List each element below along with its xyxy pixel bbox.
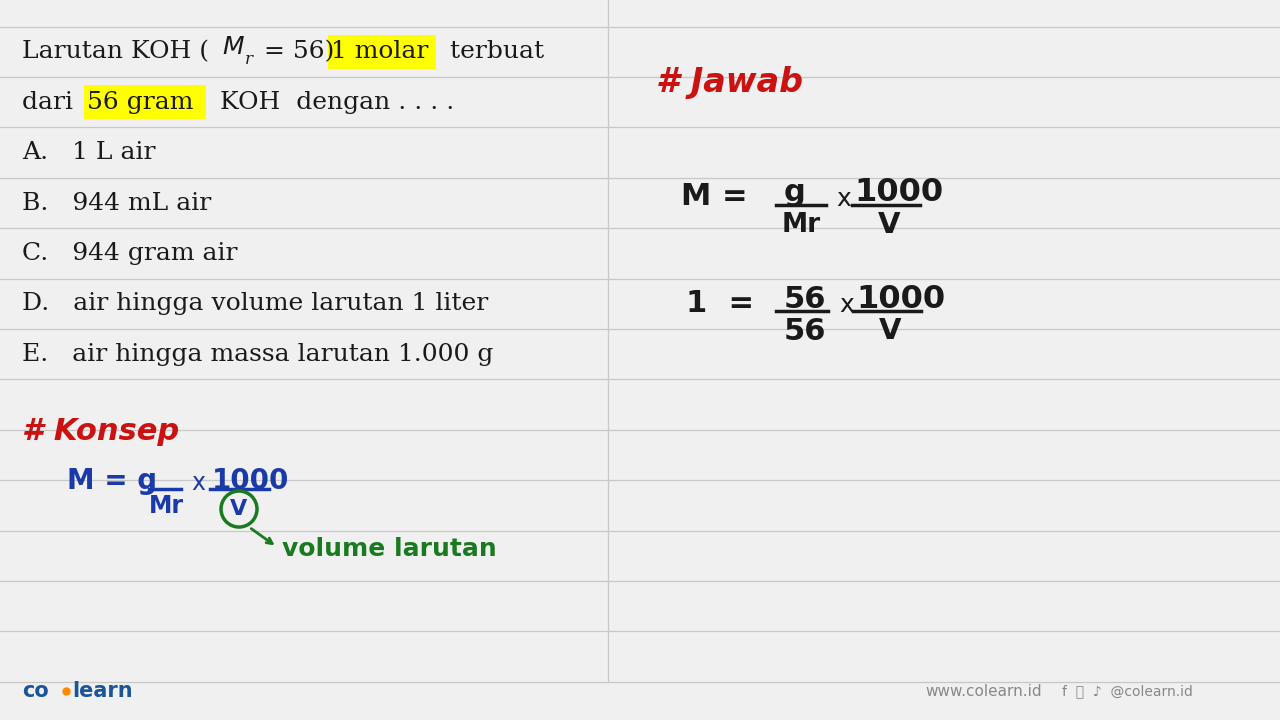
FancyBboxPatch shape (84, 85, 206, 120)
Text: dari: dari (22, 91, 81, 114)
Text: 1  =: 1 = (686, 289, 754, 318)
Text: A.   1 L air: A. 1 L air (22, 141, 155, 164)
Text: 56: 56 (783, 317, 827, 346)
Text: r: r (244, 51, 253, 68)
Text: # Jawab: # Jawab (657, 66, 803, 99)
Text: x: x (836, 186, 851, 211)
Text: KOH  dengan . . . .: KOH dengan . . . . (212, 91, 454, 114)
Text: B.   944 mL air: B. 944 mL air (22, 192, 211, 215)
Text: 1000: 1000 (856, 284, 945, 315)
Text: # Konsep: # Konsep (22, 418, 179, 446)
Text: Mr: Mr (148, 494, 184, 518)
Text: V: V (230, 499, 247, 519)
Text: D.   air hingga volume larutan 1 liter: D. air hingga volume larutan 1 liter (22, 292, 488, 315)
Text: 56 gram: 56 gram (87, 91, 193, 114)
Text: E.   air hingga massa larutan 1.000 g: E. air hingga massa larutan 1.000 g (22, 343, 493, 366)
Text: 1000: 1000 (212, 467, 289, 495)
Text: 1 molar: 1 molar (332, 40, 429, 63)
Text: g: g (783, 179, 805, 207)
Text: V: V (879, 318, 901, 346)
Text: 56: 56 (783, 285, 827, 314)
Text: www.colearn.id: www.colearn.id (925, 684, 1042, 698)
Text: C.   944 gram air: C. 944 gram air (22, 242, 238, 265)
Text: f  ⓞ  ♪  @colearn.id: f ⓞ ♪ @colearn.id (1062, 684, 1193, 698)
Text: co: co (22, 681, 49, 701)
FancyBboxPatch shape (328, 35, 436, 69)
Text: learn: learn (72, 681, 133, 701)
Text: = 56): = 56) (256, 40, 342, 63)
Text: volume larutan: volume larutan (282, 537, 497, 561)
Text: 1000: 1000 (854, 177, 943, 208)
Text: Larutan KOH (: Larutan KOH ( (22, 40, 209, 63)
Text: $M$: $M$ (221, 36, 244, 59)
Text: Mr: Mr (782, 212, 822, 238)
Text: terbuat: terbuat (442, 40, 544, 63)
Text: x: x (191, 471, 205, 495)
Text: V: V (878, 211, 901, 239)
Text: M =: M = (681, 182, 748, 211)
Text: x: x (838, 293, 854, 318)
Text: M = g: M = g (67, 467, 157, 495)
